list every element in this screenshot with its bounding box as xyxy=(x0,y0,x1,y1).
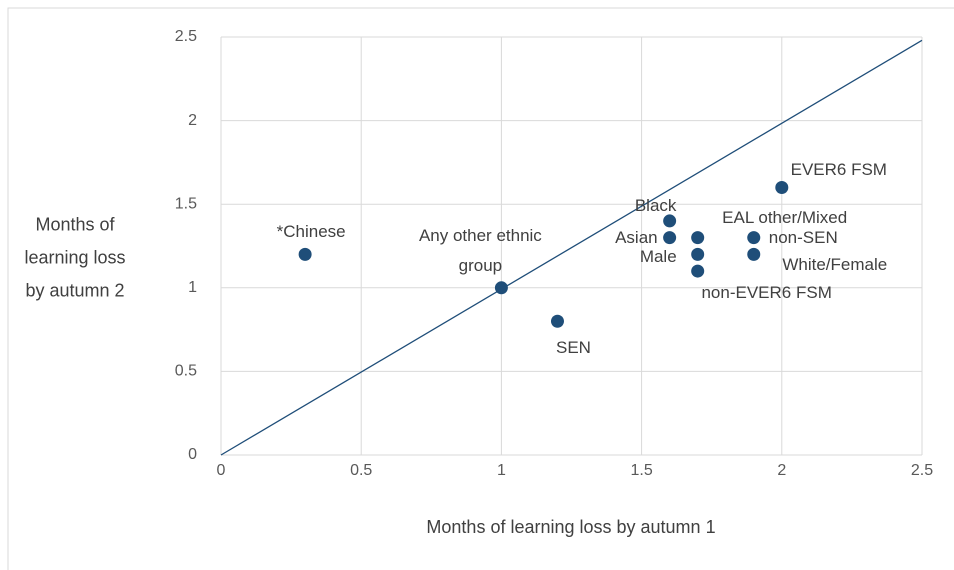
y-axis-title: Months of learning loss by autumn 2 xyxy=(24,214,126,301)
point-label: EVER6 FSM xyxy=(790,160,887,180)
x-tick-label: 1 xyxy=(497,462,506,479)
point-label: Black xyxy=(634,195,677,215)
point xyxy=(691,247,705,261)
point-label: *Chinese xyxy=(276,222,346,242)
point-label: non-SEN xyxy=(768,227,838,247)
point-label: White/Female xyxy=(782,255,888,275)
point xyxy=(775,180,789,194)
point-label: Asian xyxy=(615,227,658,247)
y-tick-label: 1.5 xyxy=(175,195,197,212)
y-tick-label: 2 xyxy=(188,112,197,129)
x-axis-title: Months of learning loss by autumn 1 xyxy=(426,517,716,537)
point xyxy=(663,214,677,228)
point xyxy=(747,247,761,261)
point xyxy=(663,231,677,245)
point-label: EAL other/Mixed xyxy=(722,207,848,227)
point xyxy=(298,247,312,261)
chart-border xyxy=(7,7,954,570)
y-tick-label: 0.5 xyxy=(175,363,197,380)
point xyxy=(747,231,761,245)
y-tick-label: 2.5 xyxy=(175,28,197,45)
point xyxy=(691,264,705,278)
point xyxy=(550,314,564,328)
point xyxy=(494,281,508,295)
point-label: non-EVER6 FSM xyxy=(701,283,832,303)
point-label: Any other ethnic group xyxy=(418,225,542,275)
x-tick-label: 1.5 xyxy=(630,462,652,479)
x-tick-label: 2 xyxy=(777,462,786,479)
point-label: SEN xyxy=(555,338,591,358)
x-tick-label: 2.5 xyxy=(911,462,933,479)
x-tick-label: 0.5 xyxy=(350,462,372,479)
reference-line xyxy=(220,39,923,456)
point xyxy=(691,231,705,245)
y-tick-label: 1 xyxy=(188,279,197,296)
x-tick-label: 0 xyxy=(217,462,226,479)
point-label: Male xyxy=(639,247,677,267)
y-tick-label: 0 xyxy=(188,446,197,463)
